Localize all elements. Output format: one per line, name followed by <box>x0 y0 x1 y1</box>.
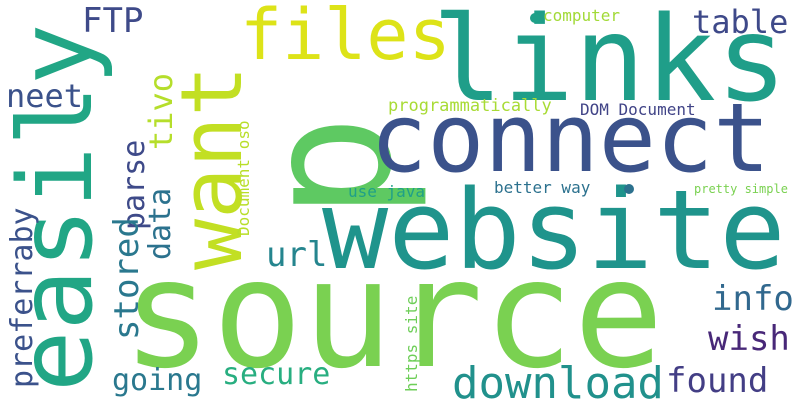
word-secure: secure <box>222 357 331 392</box>
word-ftp: FTP <box>82 1 144 41</box>
word-stored: stored <box>107 217 147 340</box>
word-website: website <box>322 166 786 294</box>
word-https-site: https site <box>402 295 421 392</box>
word-found: found <box>666 361 769 400</box>
word-table: table <box>692 3 789 41</box>
word-better-way: better way <box>494 178 591 197</box>
word-source: source <box>122 228 664 400</box>
word-document-oso: Document oso <box>234 120 253 236</box>
word-url: url <box>266 235 328 275</box>
word-programmatically: programmatically <box>388 96 552 116</box>
dot-mid <box>624 184 634 194</box>
word-download: download <box>452 358 664 400</box>
word-files: files <box>240 0 451 76</box>
word-computer: computer <box>543 6 621 25</box>
word-info: info <box>712 279 794 319</box>
word-neet: neet <box>6 77 84 115</box>
word-use-java: use java <box>348 182 426 201</box>
word-wish: wish <box>708 319 790 359</box>
word-pretty-simple: pretty simple <box>694 182 788 196</box>
word-tivo: tivo <box>142 72 180 150</box>
word-links: links <box>432 0 788 128</box>
dot-top <box>530 13 540 23</box>
word-dom-document: DOM Document <box>580 100 696 119</box>
word-connect: connect <box>370 84 771 194</box>
word-preferraby: preferraby <box>5 207 40 388</box>
word-data: data <box>143 187 178 260</box>
word-going: going <box>112 363 203 398</box>
